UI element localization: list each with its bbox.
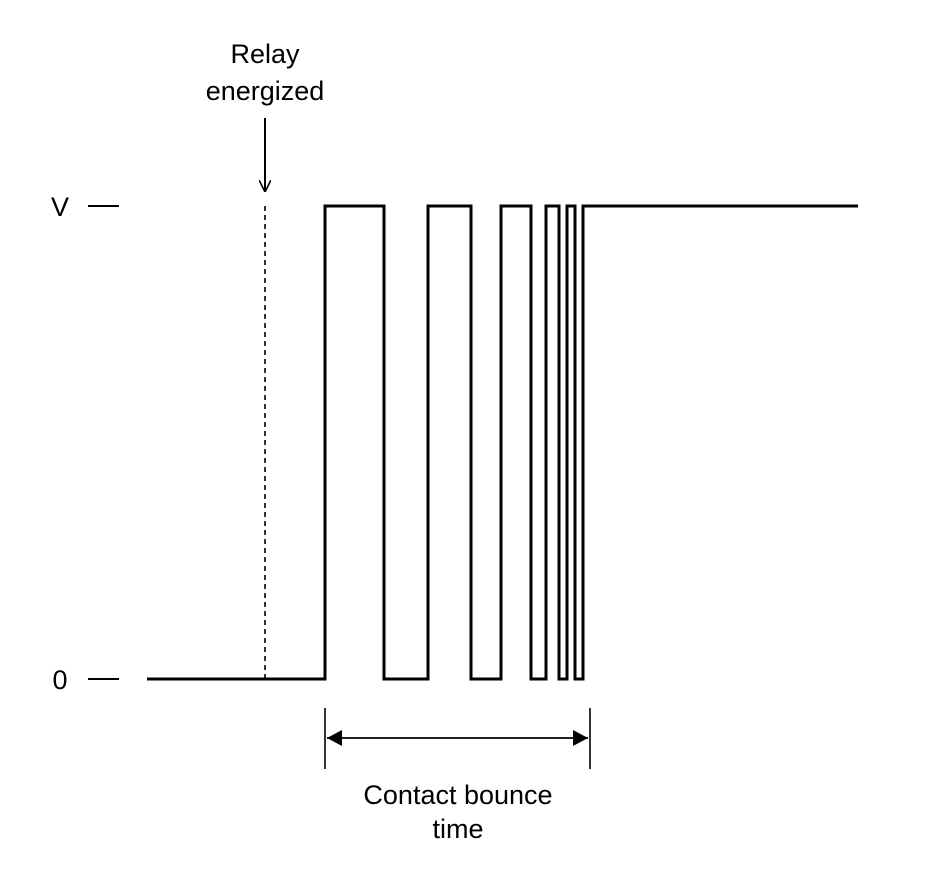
voltage-waveform <box>147 204 858 681</box>
level-label-zero: 0 <box>52 665 67 695</box>
bounce-time-label-line1: Contact bounce <box>363 780 552 810</box>
relay-energized-label-line2: energized <box>206 76 325 106</box>
level-label-v: V <box>51 192 69 222</box>
relay-energized-label-line1: Relay <box>230 39 300 69</box>
bounce-time-label-line2: time <box>432 814 483 844</box>
